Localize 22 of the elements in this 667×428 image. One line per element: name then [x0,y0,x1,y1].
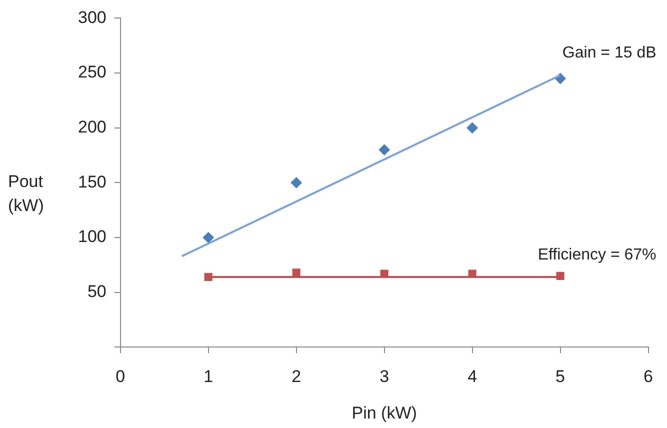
y-tick-label: 250 [78,62,106,82]
x-tick-label: 5 [556,367,566,386]
point [378,144,390,156]
y-tick-label: 300 [78,8,106,27]
annotation: Efficiency = 67% [538,246,656,264]
x-tick-label: 4 [468,367,478,386]
y-tick-label: 200 [78,118,106,137]
y-tick-label: 50 [87,282,106,302]
y-tick-label: 150 [78,172,106,192]
x-tick-label: 3 [380,367,390,386]
x-tick-label: 1 [204,367,214,386]
point [466,122,478,134]
x-tick-label: 0 [116,367,126,386]
x-tick-label: 6 [644,367,654,386]
x-tick-label: 2 [292,367,302,386]
annotation: Gain = 15 dB [562,44,656,62]
y-axis-title: Pout (kW) [8,171,45,217]
point [292,268,300,277]
x-axis-title: Pin (kW) [352,403,417,422]
y-tick-label: 100 [78,227,106,246]
point [202,232,214,244]
point [290,177,302,188]
